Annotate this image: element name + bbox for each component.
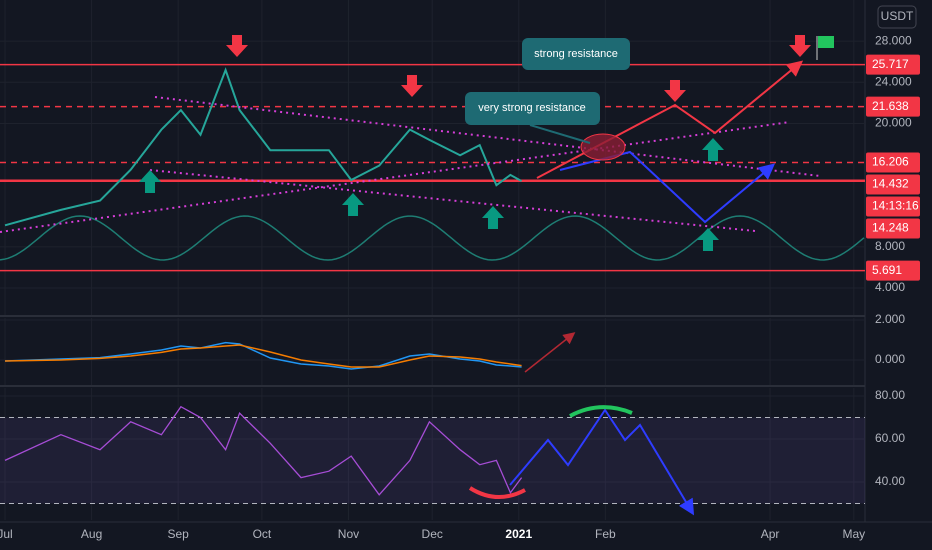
data-layer xyxy=(0,0,865,520)
price-tag-label: 14.432 xyxy=(872,177,909,191)
zone-ellipse xyxy=(580,133,626,161)
down-arrow xyxy=(226,35,248,57)
series-line xyxy=(4,344,522,368)
series-line xyxy=(4,341,522,370)
series-line xyxy=(4,67,523,227)
x-tick-label: Sep xyxy=(167,527,189,541)
price-tag xyxy=(866,152,920,173)
down-arrow xyxy=(401,75,423,97)
flag xyxy=(818,36,834,48)
y-tick-label: 80.00 xyxy=(875,388,905,402)
x-tick-label: Aug xyxy=(81,527,102,541)
up-arrow xyxy=(342,193,364,216)
x-tick-label: Oct xyxy=(253,527,272,541)
x-tick-label: Jul xyxy=(0,527,13,541)
callout-box xyxy=(522,38,630,70)
drawings: strong resistance very strong resistance xyxy=(0,35,865,516)
up-arrow xyxy=(702,138,724,161)
callout-line xyxy=(529,124,591,144)
x-tick-label: Apr xyxy=(761,527,780,541)
x-tick-label: Nov xyxy=(338,527,359,541)
y-tick-label: 8.000 xyxy=(875,239,905,253)
y-tick-label: 24.000 xyxy=(875,74,912,88)
price-tag-label: 14.248 xyxy=(872,221,909,235)
up-arrow xyxy=(482,206,504,229)
price-tag xyxy=(866,260,920,281)
y-tick-label: 40.00 xyxy=(875,474,905,488)
cycle-wave xyxy=(0,215,865,261)
x-tick-label: 2021 xyxy=(505,527,532,541)
price-tag-label: 21.638 xyxy=(872,99,909,113)
trend-line xyxy=(0,121,791,233)
price-tag-label: 25.717 xyxy=(872,57,909,71)
bottom-arc xyxy=(468,486,526,499)
y-tick-label: 60.00 xyxy=(875,431,905,445)
projection-path xyxy=(559,150,776,224)
rsi-band-fill xyxy=(0,417,865,504)
trend-line xyxy=(154,96,821,177)
top-arc xyxy=(569,405,633,418)
y-tick-label: 0.000 xyxy=(875,352,905,366)
y-tick-label: 2.000 xyxy=(875,312,905,326)
up-arrow xyxy=(697,228,719,251)
up-arrow xyxy=(139,170,161,193)
price-tag-label: 5.691 xyxy=(872,263,902,277)
annotation: very strong resistance xyxy=(478,102,586,114)
price-tag-label: 16.206 xyxy=(872,155,909,169)
macd-arrow xyxy=(524,332,576,373)
price-tag xyxy=(866,54,920,75)
down-arrow xyxy=(789,35,811,57)
down-arrows xyxy=(226,35,811,102)
price-tag-label: 14:13:16 xyxy=(872,199,919,213)
y-tick-label: 28.000 xyxy=(875,33,912,47)
up-arrows xyxy=(139,138,724,251)
rsi-projection xyxy=(509,408,695,516)
price-tag xyxy=(866,218,920,239)
unit-box xyxy=(877,5,917,29)
y-tick-label: 4.000 xyxy=(875,280,905,294)
unit-label: USDT xyxy=(881,9,914,23)
annotation: strong resistance xyxy=(534,48,618,60)
x-tick-label: Feb xyxy=(595,527,616,541)
x-tick-label: May xyxy=(842,527,865,541)
x-tick-label: Dec xyxy=(422,527,443,541)
callout-box xyxy=(465,92,600,125)
down-arrow xyxy=(664,80,686,102)
price-tag xyxy=(866,96,920,117)
price-tag xyxy=(866,174,920,195)
price-tag xyxy=(866,196,920,217)
y-tick-label: 20.000 xyxy=(875,116,912,130)
axis-layer: USDT 4.000 8.000 20.000 24.000 28.000 Jul Aug S… xyxy=(0,5,920,541)
series-line xyxy=(4,405,523,496)
